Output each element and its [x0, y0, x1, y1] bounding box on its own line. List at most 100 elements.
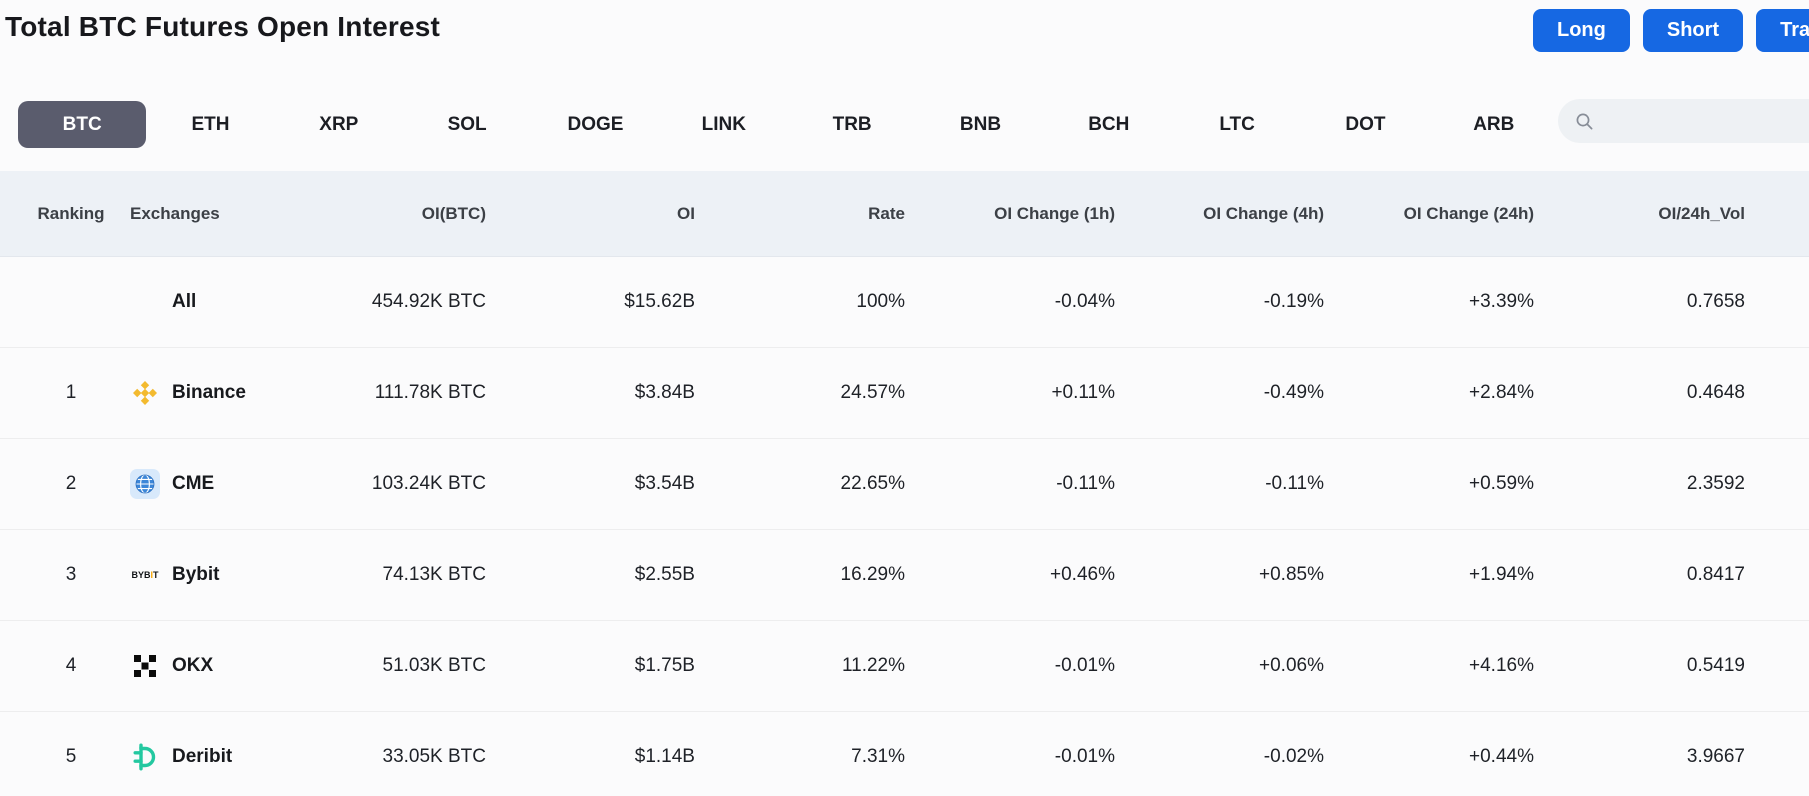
oi_24h_vol-cell: 0.5419: [1686, 655, 1745, 676]
oi_btc-cell: 74.13K BTC: [382, 564, 487, 585]
change_24h-cell: +0.44%: [1469, 746, 1534, 767]
change_24h-cell: +2.84%: [1469, 382, 1534, 403]
change_4h-cell: -0.11%: [1265, 473, 1324, 494]
action-buttons: Long Short Trade: [1533, 9, 1809, 52]
tab-eth[interactable]: ETH: [191, 113, 230, 135]
exchange-name: CME: [172, 473, 215, 494]
change_1h-cell: -0.01%: [1054, 655, 1115, 676]
change_24h-cell: +1.94%: [1469, 564, 1534, 585]
oi_24h_vol-cell: 0.7658: [1686, 291, 1745, 312]
rate-cell: 16.29%: [840, 564, 905, 585]
search-box[interactable]: [1558, 99, 1809, 143]
column-header-change_24h[interactable]: OI Change (24h): [1403, 203, 1534, 223]
table-row: 4 OKX 51.03K BTC $1.75B 11.22% -0.01% +0.06% +…: [0, 621, 1809, 712]
change_4h-cell: +0.06%: [1259, 655, 1324, 676]
tab-xrp[interactable]: XRP: [319, 113, 359, 135]
oi_24h_vol-cell: 2.3592: [1686, 473, 1745, 494]
column-header-oi_btc[interactable]: OI(BTC): [421, 203, 486, 223]
long-button[interactable]: Long: [1533, 9, 1630, 52]
tab-bch[interactable]: BCH: [1088, 113, 1130, 135]
exchange-name: Deribit: [172, 746, 233, 767]
oi_btc-cell: 111.78K BTC: [374, 382, 486, 403]
exchange-cell[interactable]: CME: [130, 469, 280, 499]
exchange-cell[interactable]: All: [130, 291, 280, 313]
ranking-cell: 1: [65, 382, 77, 403]
column-header-change_1h[interactable]: OI Change (1h): [994, 203, 1115, 223]
exchange-name: OKX: [172, 655, 214, 676]
rate-cell: 100%: [856, 291, 905, 312]
exchange-name: All: [172, 291, 197, 312]
column-header-exchange[interactable]: Exchanges: [130, 203, 220, 223]
exchange-cell[interactable]: Binance: [130, 378, 280, 408]
change_1h-cell: -0.04%: [1054, 291, 1115, 312]
cme-logo-icon: [130, 469, 160, 499]
oi-cell: $15.62B: [624, 291, 695, 312]
bybit-logo-icon: BYBIT: [131, 570, 159, 580]
change_1h-cell: -0.11%: [1056, 473, 1115, 494]
deribit-logo-icon: [130, 742, 160, 772]
search-icon: [1576, 113, 1593, 129]
change_4h-cell: -0.19%: [1263, 291, 1324, 312]
change_1h-cell: +0.11%: [1051, 382, 1115, 403]
rate-cell: 24.57%: [840, 382, 905, 403]
tab-dot[interactable]: DOT: [1345, 113, 1386, 135]
tab-ltc[interactable]: LTC: [1219, 113, 1255, 135]
rate-cell: 22.65%: [840, 473, 905, 494]
table-row: 3 BYBIT Bybit 74.13K BTC $2.55B 16.29% +0.46% +…: [0, 530, 1809, 621]
oi_btc-cell: 454.92K BTC: [371, 291, 486, 312]
column-header-oi[interactable]: OI: [677, 203, 695, 223]
table-row: 5 Deribit 33.05K BTC $1.14B 7.31% -0.01% -0.0…: [0, 712, 1809, 796]
table-row: All 454.92K BTC $15.62B 100% -0.04% -0.19% +3.…: [0, 257, 1809, 348]
ranking-cell: 5: [65, 746, 77, 767]
search-input[interactable]: [1603, 110, 1809, 132]
ranking-cell: 2: [65, 473, 77, 494]
rate-cell: 7.31%: [851, 746, 905, 767]
coin-tabs: BTC ETH XRP SOL DOGE LINK TRB BNB BCH LTC DOT ARB: [18, 101, 1558, 148]
tab-link[interactable]: LINK: [701, 113, 746, 135]
table-row: 1 Binance 111.78K BTC $3.84B 24.57% +0.11% -0…: [0, 348, 1809, 439]
exchange-cell[interactable]: Deribit: [130, 742, 280, 772]
oi_btc-cell: 33.05K BTC: [382, 746, 487, 767]
change_1h-cell: -0.01%: [1054, 746, 1115, 767]
oi-cell: $2.55B: [634, 564, 695, 585]
binance-logo-icon: [130, 378, 160, 408]
tab-sol[interactable]: SOL: [447, 113, 487, 135]
column-header-rate[interactable]: Rate: [868, 203, 905, 223]
tab-doge[interactable]: DOGE: [567, 113, 624, 135]
trade-button[interactable]: Trade: [1756, 9, 1809, 52]
oi-cell: $3.84B: [634, 382, 695, 403]
oi_24h_vol-cell: 0.8417: [1686, 564, 1745, 585]
tab-arb[interactable]: ARB: [1473, 113, 1515, 135]
oi_24h_vol-cell: 0.4648: [1686, 382, 1745, 403]
oi_btc-cell: 51.03K BTC: [382, 655, 487, 676]
column-header-oi_24h_vol[interactable]: OI/24h_Vol: [1658, 203, 1745, 223]
table-header-row: Ranking Exchanges OI(BTC) OI Rate OI Change (…: [0, 171, 1809, 257]
change_4h-cell: +0.85%: [1259, 564, 1324, 585]
tab-bnb[interactable]: BNB: [959, 113, 1002, 135]
ranking-cell: 4: [65, 655, 77, 676]
okx-logo-icon: [130, 651, 160, 681]
exchange-cell[interactable]: OKX: [130, 651, 280, 681]
oi-cell: $1.14B: [634, 746, 695, 767]
column-header-change_4h[interactable]: OI Change (4h): [1203, 203, 1324, 223]
tab-trb[interactable]: TRB: [832, 113, 872, 135]
oi-cell: $1.75B: [634, 655, 695, 676]
exchange-name: Binance: [172, 382, 246, 403]
exchange-name: Bybit: [172, 564, 220, 585]
short-button[interactable]: Short: [1642, 9, 1744, 52]
change_1h-cell: +0.46%: [1050, 564, 1115, 585]
change_24h-cell: +0.59%: [1469, 473, 1534, 494]
tab-btc[interactable]: BTC: [18, 101, 147, 148]
exchange-cell[interactable]: BYBIT Bybit: [130, 560, 280, 590]
page-title: Total BTC Futures Open Interest: [5, 11, 441, 42]
oi-cell: $3.54B: [634, 473, 695, 494]
ranking-cell: 3: [65, 564, 77, 585]
column-header-ranking[interactable]: Ranking: [37, 203, 105, 223]
change_4h-cell: -0.02%: [1263, 746, 1324, 767]
rate-cell: 11.22%: [841, 655, 905, 676]
change_24h-cell: +4.16%: [1469, 655, 1534, 676]
change_4h-cell: -0.49%: [1263, 382, 1324, 403]
open-interest-table: Ranking Exchanges OI(BTC) OI Rate OI Change (…: [0, 171, 1809, 796]
oi_btc-cell: 103.24K BTC: [371, 473, 486, 494]
